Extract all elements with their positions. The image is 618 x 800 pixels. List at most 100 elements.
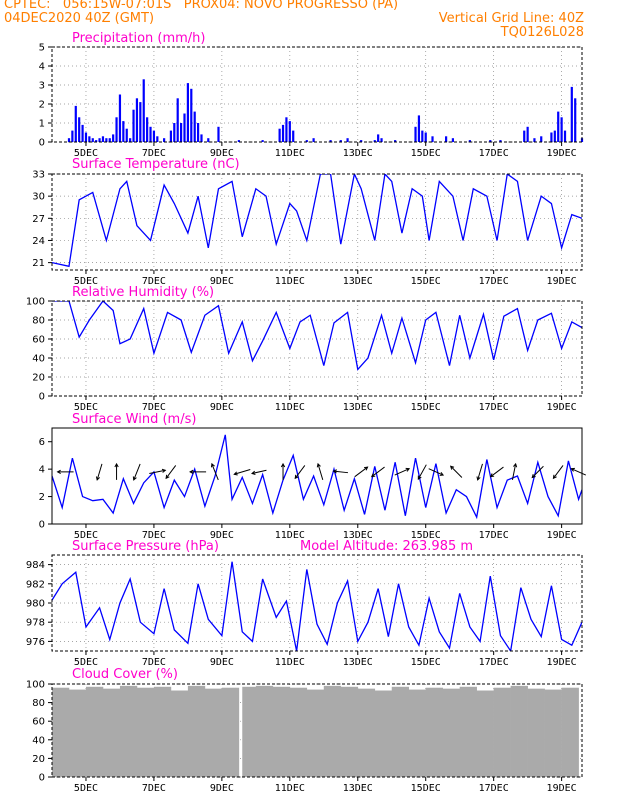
precip-bar — [81, 124, 84, 142]
wind-arrow — [96, 463, 103, 481]
precip-bar — [560, 117, 563, 142]
cloud-cover-bar — [204, 688, 223, 777]
precip-bar — [115, 117, 118, 142]
precip-bar — [421, 130, 424, 142]
x-tick-label: 17DEC — [479, 276, 509, 287]
wind-arrow-head — [316, 462, 321, 468]
y-tick-label: 27 — [32, 214, 45, 225]
precip-bar — [292, 130, 295, 142]
precip-bar — [169, 130, 173, 142]
precip-bar — [431, 136, 434, 142]
cloud-cover-bar — [493, 687, 511, 777]
wind-arrow-head — [364, 466, 369, 471]
precip-bar — [67, 138, 71, 142]
wind-arrow — [165, 465, 177, 479]
cloud-cover-bar — [255, 685, 274, 777]
x-tick-label: 13DEC — [343, 148, 373, 159]
precip-bar — [574, 98, 577, 142]
wind-arrow — [571, 468, 587, 476]
precip-bar — [156, 136, 159, 142]
y-tick-label: 5 — [39, 43, 45, 54]
x-tick-label: 7DEC — [142, 530, 166, 541]
y-tick-label: 100 — [26, 680, 45, 691]
x-tick-label: 7DEC — [142, 783, 166, 794]
cloud-cover-bar — [544, 689, 562, 777]
precip-bar — [414, 126, 417, 142]
wind-arrow-head — [417, 475, 422, 480]
precip-bar — [149, 126, 152, 142]
precip-bar — [380, 138, 383, 142]
cloud-cover-bar — [221, 687, 236, 777]
header-datetime: 04DEC2020 40Z (GMT) — [4, 11, 155, 26]
precip-bar — [339, 140, 342, 142]
wind-arrow — [477, 463, 483, 481]
y-tick-label: 980 — [26, 599, 45, 610]
precip-bar — [142, 79, 145, 142]
precip-bar — [152, 130, 156, 142]
x-tick-label: 9DEC — [210, 657, 234, 668]
precip-bar — [95, 140, 98, 142]
cloud-cover-bar — [374, 690, 393, 777]
wind-arrow-head — [489, 473, 495, 478]
wind-arrow — [234, 469, 251, 475]
precip-bar — [553, 130, 556, 142]
x-tick-label: 9DEC — [210, 530, 234, 541]
panel-5: Surface Pressure (hPa) Model Altitude: 26… — [26, 539, 583, 668]
x-tick-label: 5DEC — [74, 402, 98, 413]
wind-arrow — [133, 463, 141, 481]
y-tick-label: 20 — [32, 754, 45, 765]
x-tick-label: 11DEC — [275, 657, 305, 668]
wind-arrow-head — [531, 473, 536, 479]
precip-bar — [329, 140, 332, 142]
panel-6: Cloud Cover (%) 0 20 40 60 80 100 5DEC 7DEC 9DEC 1… — [26, 667, 583, 794]
precip-bar — [132, 109, 135, 142]
panel-1: Precipitation (mm/h) 0 1 2 3 4 5 5DEC 7DEC 9DEC 11… — [39, 31, 584, 159]
precip-bar — [523, 130, 526, 142]
precip-bar — [84, 132, 88, 142]
precip-bar — [580, 138, 584, 142]
cloud-cover-bar — [442, 688, 460, 777]
wind-arrow — [333, 470, 349, 474]
cloud-cover-bar — [340, 686, 359, 777]
cloud-cover-bar — [357, 688, 376, 777]
x-tick-label: 9DEC — [210, 783, 234, 794]
precip-bar — [377, 134, 380, 142]
x-tick-label: 9DEC — [210, 276, 234, 287]
wind-arrow — [428, 468, 444, 476]
precip-bar — [417, 115, 421, 142]
x-tick-label: 15DEC — [411, 148, 441, 159]
wind-arrow — [211, 463, 219, 481]
panel-title: Cloud Cover (%) — [72, 667, 178, 682]
header-station: CPTEC: 056:15W-07:01S PROX04: NOVO PROGR… — [4, 0, 399, 12]
panel-frame — [51, 173, 583, 271]
wind-arrow-head — [132, 476, 137, 481]
cloud-cover-bar — [391, 686, 410, 777]
y-tick-label: 2 — [39, 492, 45, 503]
cloud-cover-bar — [527, 688, 545, 777]
cloud-cover-bar — [272, 686, 291, 777]
y-tick-label: 0 — [39, 392, 45, 403]
y-tick-label: 30 — [32, 192, 45, 203]
x-tick-label: 9DEC — [210, 402, 234, 413]
wind-arrow — [251, 469, 267, 474]
cloud-cover-bar — [323, 685, 342, 777]
precip-bar — [445, 136, 448, 142]
precip-bar — [112, 134, 115, 142]
panel-title: Precipitation (mm/h) — [72, 31, 205, 46]
wind-arrow-head — [370, 473, 376, 478]
panel-title: Surface Pressure (hPa) — [72, 539, 219, 554]
wind-arrow — [354, 466, 368, 478]
precip-bar — [196, 123, 200, 142]
panel-frame — [51, 300, 583, 397]
precip-bar — [139, 102, 142, 142]
x-tick-label: 5DEC — [74, 148, 98, 159]
x-tick-label: 5DEC — [74, 276, 98, 287]
precip-bar — [146, 117, 149, 142]
wind-arrow-head — [233, 471, 238, 476]
wind-arrow-head — [114, 462, 119, 468]
precip-bar — [186, 83, 189, 142]
x-tick-label: 17DEC — [479, 783, 509, 794]
panel-3: Relative Humidity (%) 0 20 40 60 80 100 5DEC 7DE… — [26, 285, 583, 413]
precip-bar — [173, 123, 176, 142]
wind-arrow — [531, 465, 544, 478]
